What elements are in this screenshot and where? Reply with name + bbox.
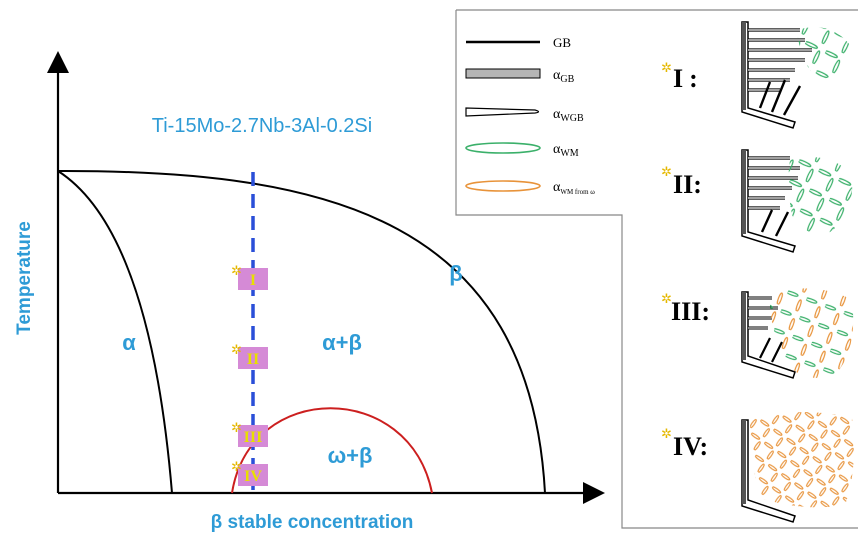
- stage-IV-numeral: IV: [673, 432, 702, 461]
- axes: [47, 51, 605, 504]
- stage-IV-suffix: :: [700, 432, 709, 461]
- stage-II-suffix: :: [693, 170, 702, 199]
- beta-transus-curve: [57, 169, 546, 494]
- stage-IV: ✲ IV:: [661, 426, 708, 461]
- stage-III: ✲ III:: [661, 291, 710, 326]
- stage-I-numeral: I: [673, 64, 683, 93]
- marker-IV: IV ✲: [231, 459, 268, 486]
- marker-II-label: II: [247, 351, 259, 368]
- legend-label-alpha-wm-from-omega: αWM from ω: [553, 180, 595, 196]
- region-label-beta: β: [449, 261, 462, 286]
- star-icon: ✲: [661, 164, 672, 179]
- marker-III: III ✲: [231, 420, 268, 447]
- star-icon: ✲: [661, 291, 672, 306]
- legend-label-alpha-wm-main: α: [553, 142, 561, 157]
- stage-III-numeral: III: [671, 297, 701, 326]
- legend-symbol-alpha-wgb-needle: [465, 107, 540, 117]
- legend-label-alpha-gb-main: α: [553, 68, 561, 83]
- microstructure-schematic-III: [741, 288, 854, 379]
- star-icon: ✲: [231, 459, 242, 474]
- legend-label-alpha-wm: αWM: [553, 142, 579, 159]
- legend: GB αGB αWGB αWM αWM from ω: [465, 35, 595, 196]
- region-label-alpha: α: [122, 330, 136, 355]
- legend-label-alpha-gb-sub: GB: [560, 74, 574, 85]
- legend-panel-border: [455, 9, 858, 529]
- x-axis-label: β stable concentration: [211, 512, 414, 533]
- legend-label-gb: GB: [553, 35, 571, 50]
- marker-IV-label: IV: [244, 468, 262, 485]
- microstructure-schematic-I: [741, 21, 850, 129]
- legend-symbol-alpha-gb-bar: [465, 68, 541, 79]
- marker-I: I ✲: [231, 263, 268, 290]
- stage-III-label: III:: [671, 297, 710, 326]
- omega-beta-boundary-curve: [231, 407, 433, 494]
- stage-III-suffix: :: [701, 297, 710, 326]
- star-icon: ✲: [661, 426, 672, 441]
- legend-label-alpha-wgb-sub: WGB: [560, 113, 584, 124]
- stage-II: ✲ II:: [661, 164, 702, 199]
- legend-label-alpha-wm-from-omega-main: α: [553, 180, 561, 195]
- region-label-alpha-beta: α+β: [322, 330, 362, 355]
- legend-label-alpha-wm-sub: WM: [560, 148, 578, 159]
- microstructure-schematic-IV: [741, 411, 854, 523]
- star-icon: ✲: [231, 420, 242, 435]
- marker-I-label: I: [250, 272, 256, 289]
- stage-II-numeral: II: [673, 170, 693, 199]
- star-icon: ✲: [661, 60, 672, 75]
- legend-label-alpha-wgb-main: α: [553, 107, 561, 122]
- stage-IV-label: IV:: [673, 432, 708, 461]
- legend-label-alpha-gb: αGB: [553, 68, 575, 85]
- star-icon: ✲: [231, 263, 242, 278]
- marker-II: II ✲: [231, 342, 268, 369]
- stage-I: ✲ I:: [661, 60, 698, 93]
- alpha-transus-curve: [57, 170, 173, 494]
- stage-I-label: I:: [673, 64, 698, 93]
- y-axis-label: Temperature: [14, 221, 35, 335]
- region-label-omega-beta: ω+β: [328, 443, 373, 468]
- legend-symbol-alpha-wm-omega-orange-ellipse: [465, 180, 541, 192]
- stage-II-label: II:: [673, 170, 702, 199]
- microstructure-schematic-II: [741, 149, 853, 253]
- alloy-composition-label: Ti-15Mo-2.7Nb-3Al-0.2Si: [152, 115, 372, 137]
- stage-I-suffix: :: [689, 64, 698, 93]
- marker-III-label: III: [244, 429, 263, 446]
- star-icon: ✲: [231, 342, 242, 357]
- legend-label-alpha-wm-from-omega-sub: WM from ω: [560, 188, 595, 196]
- legend-symbol-alpha-wm-green-ellipse: [465, 142, 541, 154]
- legend-label-alpha-wgb: αWGB: [553, 107, 584, 124]
